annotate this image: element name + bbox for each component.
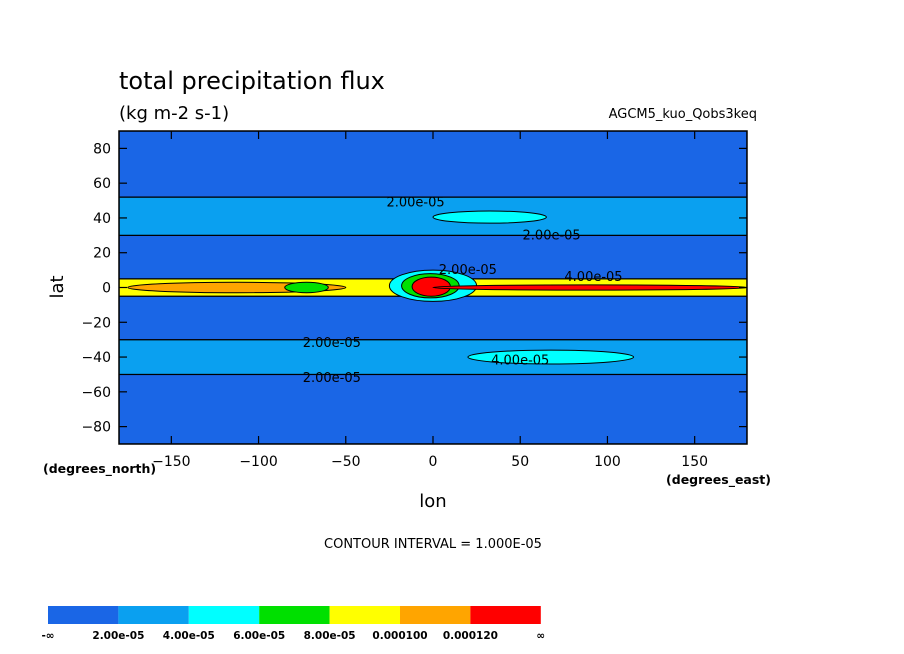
y-tick-label: −40 [81, 350, 111, 366]
contour-label-0: 2.00e-05 [386, 195, 444, 210]
contour-feature-0 [432, 210, 547, 224]
x-tick-label: 50 [511, 454, 529, 470]
zonal-band-0 [119, 373, 747, 444]
zonal-band-6 [119, 131, 747, 198]
zonal-band-1 [119, 339, 747, 376]
chart-units: (kg m-2 s-1) [119, 103, 229, 124]
legend-label-4: 8.00e-05 [304, 630, 356, 642]
x-tick-label: 100 [594, 454, 621, 470]
legend-label-2: 4.00e-05 [163, 630, 215, 642]
legend-label-1: 2.00e-05 [92, 630, 144, 642]
legend-swatch-6 [470, 606, 541, 624]
y-tick-label: 0 [102, 281, 111, 297]
y-tick-label: 20 [93, 246, 111, 262]
y-axis: 80 60 40 20 0 −20 −40 −60 −80 [81, 141, 747, 436]
x-tick-label: 150 [681, 454, 708, 470]
y-axis-units: (degrees_north) [43, 461, 156, 477]
contour-label-6: 2.00e-05 [303, 371, 361, 386]
legend-label-5: 0.000100 [372, 630, 427, 642]
legend-swatch-0 [48, 606, 119, 624]
contour-feature-7 [432, 284, 747, 291]
x-axis-units: (degrees_east) [666, 472, 771, 488]
contour-feature-1 [467, 349, 635, 365]
y-tick-label: 60 [93, 176, 111, 192]
contour-label-1: 2.00e-05 [523, 228, 581, 243]
x-tick-label: 0 [429, 454, 438, 470]
x-axis: −150 −100 −50 0 50 100 150 [152, 131, 708, 470]
legend-label-7: ∞ [536, 630, 545, 642]
color-legend: -∞ 2.00e-05 4.00e-05 6.00e-05 8.00e-05 0.0001… [41, 606, 545, 642]
x-tick-label: −50 [331, 454, 361, 470]
contour-label-3: 4.00e-05 [564, 270, 622, 285]
y-tick-label: −20 [81, 315, 111, 331]
contour-label-2: 2.00e-05 [439, 263, 497, 278]
y-tick-label: −60 [81, 385, 111, 401]
legend-swatch-5 [400, 606, 471, 624]
contour-label-5: 4.00e-05 [491, 354, 549, 369]
legend-swatch-1 [118, 606, 189, 624]
x-tick-label: −100 [239, 454, 277, 470]
contour-labels: 2.00e-05 2.00e-05 2.00e-05 4.00e-05 2.00e-05… [303, 195, 623, 386]
contour-label-4: 2.00e-05 [303, 336, 361, 351]
legend-label-0: -∞ [41, 630, 54, 642]
dataset-name: AGCM5_kuo_Qobs3keq [609, 107, 757, 122]
x-axis-label: lon [419, 491, 446, 512]
contour-interval: CONTOUR INTERVAL = 1.000E-05 [324, 537, 542, 552]
chart-title: total precipitation flux [119, 67, 385, 95]
y-tick-label: 40 [93, 211, 111, 227]
zonal-band-2 [119, 295, 747, 341]
legend-swatch-3 [259, 606, 330, 624]
legend-swatch-2 [188, 606, 260, 624]
legend-swatch-4 [329, 606, 400, 624]
legend-label-6: 0.000120 [443, 630, 498, 642]
y-tick-label: 80 [93, 141, 111, 157]
x-tick-label: −150 [152, 454, 190, 470]
legend-label-3: 6.00e-05 [233, 630, 285, 642]
y-axis-label: lat [47, 275, 68, 298]
contour-field [119, 131, 747, 444]
y-tick-label: −80 [81, 420, 111, 436]
contour-feature-3 [284, 281, 329, 294]
